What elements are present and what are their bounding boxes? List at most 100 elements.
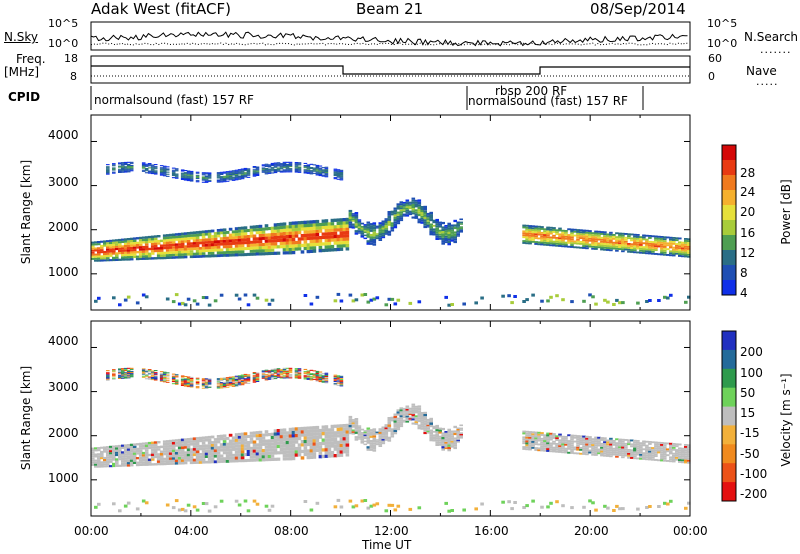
velocity-cell (171, 375, 176, 377)
velocity-cell (360, 435, 365, 437)
velocity-cell (354, 422, 359, 425)
velocity-cell (234, 442, 239, 445)
power-cell (186, 239, 191, 243)
power-cell (171, 251, 176, 254)
velocity-cell (270, 374, 275, 376)
velocity-cell (141, 456, 146, 459)
velocity-cell (129, 457, 134, 460)
power-cell (112, 239, 116, 242)
velocity-cell (309, 376, 314, 378)
velocity-cell (531, 437, 535, 439)
power-cell (153, 249, 158, 253)
power-cell (591, 238, 595, 240)
velocity-cell (291, 447, 296, 451)
power-cell (261, 246, 266, 250)
freq-label: Freq. (16, 52, 46, 66)
power-cell (186, 250, 191, 253)
velocity-cell (327, 451, 332, 455)
power-cell (303, 170, 308, 172)
power-cell (447, 303, 451, 307)
velocity-cell (408, 416, 413, 419)
velocity-cell (624, 448, 628, 451)
power-cell (651, 250, 655, 253)
velocity-cell (115, 458, 119, 461)
power-cell (624, 242, 628, 245)
power-cell (249, 231, 254, 235)
velocity-cell (687, 452, 691, 454)
power-cell (510, 301, 514, 305)
power-cell (121, 166, 125, 168)
velocity-cell (678, 461, 682, 463)
power-cbar-4: 4 (740, 286, 748, 300)
velocity-cell (121, 451, 125, 454)
velocity-cell (297, 450, 302, 454)
velocity-cell (528, 442, 532, 445)
power-cell (118, 241, 122, 244)
velocity-cell (288, 437, 293, 441)
power-cell (372, 241, 377, 244)
power-cell (228, 171, 233, 173)
velocity-cell (306, 376, 311, 378)
velocity-cell (453, 430, 457, 433)
power-cell (100, 249, 104, 252)
power-cell (534, 233, 538, 236)
velocity-cell (624, 439, 628, 441)
velocity-cell (339, 434, 344, 438)
velocity-cell (115, 451, 119, 454)
power-cell (222, 177, 227, 179)
power-cell (150, 240, 155, 243)
power-cell (537, 243, 541, 246)
velocity-cell (327, 444, 332, 448)
velocity-cell (112, 373, 116, 375)
power-cell (318, 170, 323, 172)
power-cell (570, 238, 574, 241)
power-cell (393, 221, 398, 224)
power-cell (450, 224, 454, 227)
velocity-cell (534, 439, 538, 442)
velocity-cell (522, 446, 526, 448)
velocity-cell (342, 427, 347, 431)
power-cell (603, 235, 607, 238)
velocity-cell (333, 374, 338, 376)
velocity-cell (387, 426, 392, 430)
power-cell (567, 238, 571, 240)
velocity-cell (573, 434, 577, 437)
power-cell (103, 259, 107, 262)
power-cell (216, 181, 221, 183)
velocity-cell (630, 457, 634, 459)
power-cell (684, 241, 688, 244)
velocity-cell (246, 382, 251, 384)
power-cell (222, 178, 227, 180)
velocity-cell (363, 433, 368, 435)
velocity-cell (97, 502, 101, 506)
power-cell (384, 218, 389, 220)
power-cell (339, 221, 344, 225)
power-cell (103, 257, 107, 260)
velocity-cell (405, 414, 410, 416)
velocity-cell (633, 449, 637, 452)
power-cell (180, 253, 185, 256)
power-cell (195, 236, 200, 240)
velocity-cell (552, 440, 556, 443)
velocity-cell (183, 380, 188, 382)
velocity-cell (186, 381, 191, 383)
velocity-cell (447, 442, 451, 445)
power-cell (300, 227, 305, 231)
power-cell (429, 232, 433, 236)
velocity-cell (540, 437, 544, 440)
velocity-cell (333, 376, 338, 378)
velocity-cell (150, 376, 155, 378)
power-cell (423, 214, 427, 217)
velocity-cell (450, 434, 454, 436)
velocity-cell (333, 447, 338, 451)
power-cell (97, 259, 101, 262)
power-cell (438, 231, 442, 234)
velocity-cell (435, 437, 439, 440)
velocity-cell (106, 452, 110, 455)
power-cell (261, 236, 266, 240)
power-cell (201, 296, 206, 299)
power-cell (228, 173, 233, 175)
velocity-cell (273, 377, 278, 379)
velocity-cell (654, 451, 658, 454)
power-cell (231, 236, 236, 240)
